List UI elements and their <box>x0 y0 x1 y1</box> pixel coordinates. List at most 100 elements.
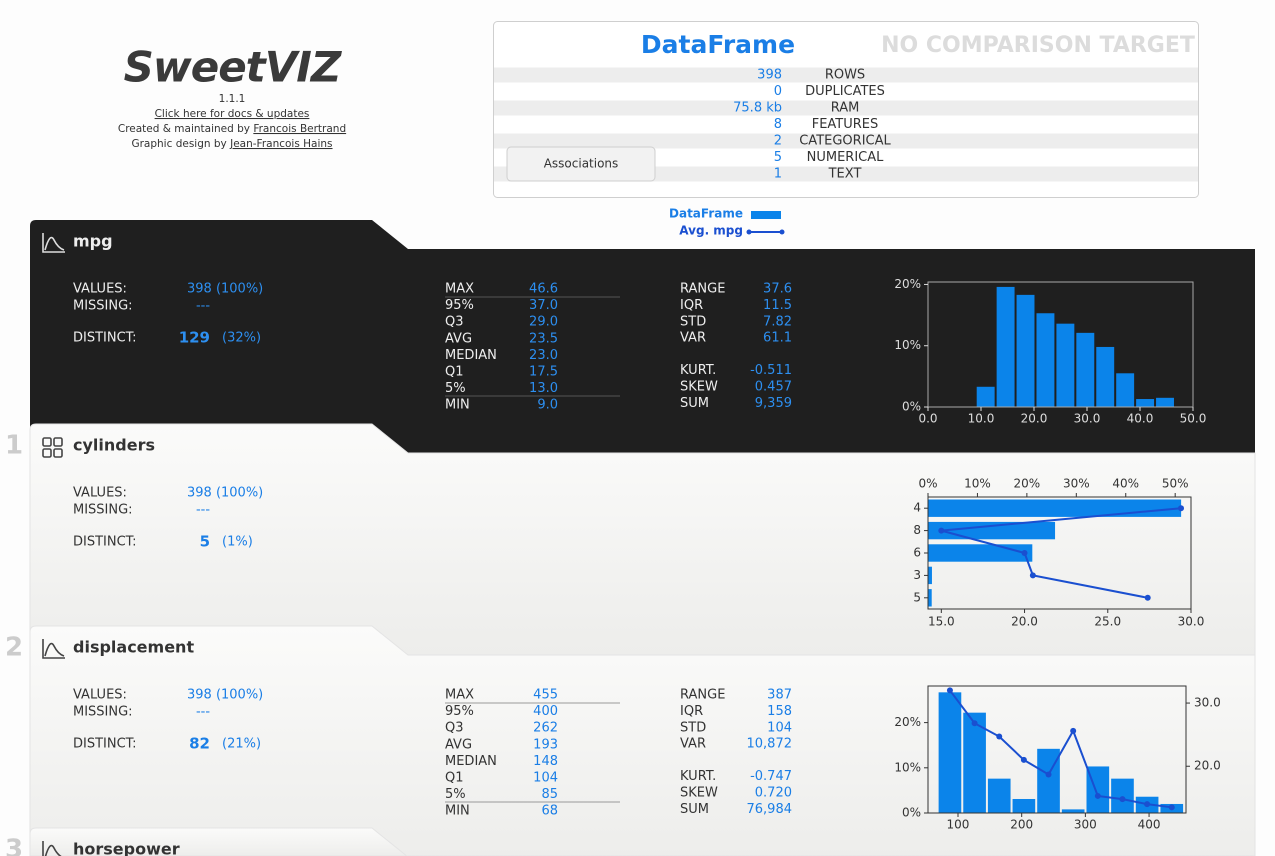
y2-tick-label: 20.0 <box>1194 759 1221 773</box>
docs-link[interactable]: Click here for docs & updates <box>155 108 310 120</box>
x-tick-label: 10% <box>964 477 991 491</box>
quantile-label: MAX <box>445 282 474 297</box>
x-tick-label: 200 <box>1010 818 1033 832</box>
quantile-value: 13.0 <box>529 381 558 396</box>
quantile-value: 17.5 <box>529 365 558 380</box>
average-point <box>1168 804 1175 811</box>
stat-label: STD <box>680 314 706 329</box>
stat-label: MISSING: <box>73 705 133 720</box>
stat-label: DISTINCT: <box>73 331 137 346</box>
type-icon <box>53 448 63 458</box>
quantile-label: 95% <box>445 704 474 719</box>
stat-value: 387 <box>767 688 792 703</box>
feature-section: mpg VALUES: 398 (100%) MISSING: --- DISTINCT:… <box>30 220 1255 453</box>
average-point <box>1144 594 1151 601</box>
type-icon <box>42 841 62 856</box>
stat-label: KURT. <box>680 363 716 378</box>
type-icon <box>42 437 52 447</box>
histogram-bar <box>1136 399 1155 407</box>
quantile-value: 68 <box>541 804 558 819</box>
associations-button[interactable] <box>506 146 656 182</box>
plot-frame <box>927 281 1194 408</box>
average-point <box>1021 550 1028 556</box>
average-point <box>1070 727 1077 734</box>
y-tick-label: 0% <box>902 400 921 414</box>
associations-label[interactable]: Associations <box>544 157 619 171</box>
distinct-count: 129 <box>179 329 210 347</box>
average-point <box>971 720 978 727</box>
histogram-bar <box>1036 313 1055 407</box>
x-tick-label: 50% <box>1162 477 1189 491</box>
quantile-label: MIN <box>445 804 470 819</box>
stat-label: DISTINCT: <box>73 535 137 550</box>
legend-dataframe: DataFrame <box>669 207 743 221</box>
histogram-bar <box>1086 766 1110 813</box>
summary-value: 5 <box>774 150 782 165</box>
category-label: 4 <box>913 501 921 515</box>
x-tick-label: 40% <box>1112 477 1139 491</box>
average-point <box>938 527 945 534</box>
average-point <box>1144 801 1151 808</box>
x2-tick-label: 30.0 <box>1178 615 1205 629</box>
summary-stripe <box>494 133 1198 149</box>
y-tick-label: 20% <box>894 277 921 291</box>
histogram-bar <box>938 692 962 813</box>
quantile-label: AVG <box>445 331 472 346</box>
feature-name: cylinders <box>73 436 155 455</box>
stat-label: KURT. <box>680 769 716 784</box>
quantile-value: 9.0 <box>537 398 558 413</box>
histogram-bar <box>1016 294 1035 407</box>
stat-label: DISTINCT: <box>73 737 137 752</box>
quantile-label: AVG <box>445 737 472 752</box>
x-tick-label: 0.0 <box>918 412 937 426</box>
stat-value: 10,872 <box>747 737 793 752</box>
x2-tick-label: 15.0 <box>928 615 955 629</box>
category-bar <box>928 566 932 585</box>
x-tick-label: 20.0 <box>1021 412 1048 426</box>
sections: mpg VALUES: 398 (100%) MISSING: --- DISTINCT:… <box>5 220 1256 856</box>
section-background <box>29 827 1256 856</box>
summary-title: DataFrame <box>641 30 795 59</box>
average-point <box>1094 792 1101 799</box>
summary-stripes <box>494 67 1198 182</box>
section-background <box>29 423 1256 656</box>
feature-name: horsepower <box>73 840 180 856</box>
x2-tick-label: 25.0 <box>1094 615 1121 629</box>
x-tick-label: 300 <box>1074 818 1097 832</box>
stat-value: 104 <box>767 720 792 735</box>
stat-value: -0.747 <box>750 769 792 784</box>
designer-link[interactable]: Jean-Francois Hains <box>229 138 332 150</box>
summary-value: 398 <box>757 68 782 83</box>
stat-value: --- <box>196 299 210 314</box>
average-point <box>1045 771 1052 778</box>
stat-value: 11.5 <box>763 298 792 313</box>
author-link[interactable]: Francois Bertrand <box>253 123 346 135</box>
design-credits: Graphic design by Jean-Francois Hains <box>131 138 332 150</box>
stat-label: VALUES: <box>73 486 127 501</box>
x-tick-label: 30% <box>1063 477 1090 491</box>
stat-value: 37.6 <box>763 282 792 297</box>
histogram-bar <box>1061 809 1085 813</box>
version: 1.1.1 <box>219 93 246 105</box>
type-icon <box>53 437 63 447</box>
x2-tick-label: 20.0 <box>1011 615 1038 629</box>
quantile-value: 193 <box>533 737 558 752</box>
stat-value: 158 <box>767 704 792 719</box>
legend-line-dot <box>746 229 752 235</box>
feature-section: 1 cylinders VALUES: 398 (100%) MISSING: --- DI… <box>5 423 1256 656</box>
y-tick-label: 0% <box>902 806 921 820</box>
distinct-percent: (1%) <box>222 535 253 550</box>
section-background <box>29 625 1256 856</box>
logo: SweetVIZ <box>124 43 343 92</box>
distinct-count: 5 <box>200 533 210 551</box>
type-icon <box>42 639 65 659</box>
stat-value: 398 (100%) <box>187 282 263 297</box>
y-tick-label: 20% <box>894 715 921 729</box>
created-by: Created & maintained by <box>118 123 250 135</box>
stat-label: MISSING: <box>73 299 133 314</box>
category-bar <box>928 499 1182 517</box>
quantile-value: 262 <box>533 721 558 736</box>
category-label: 6 <box>913 546 921 560</box>
category-label: 5 <box>913 590 921 604</box>
